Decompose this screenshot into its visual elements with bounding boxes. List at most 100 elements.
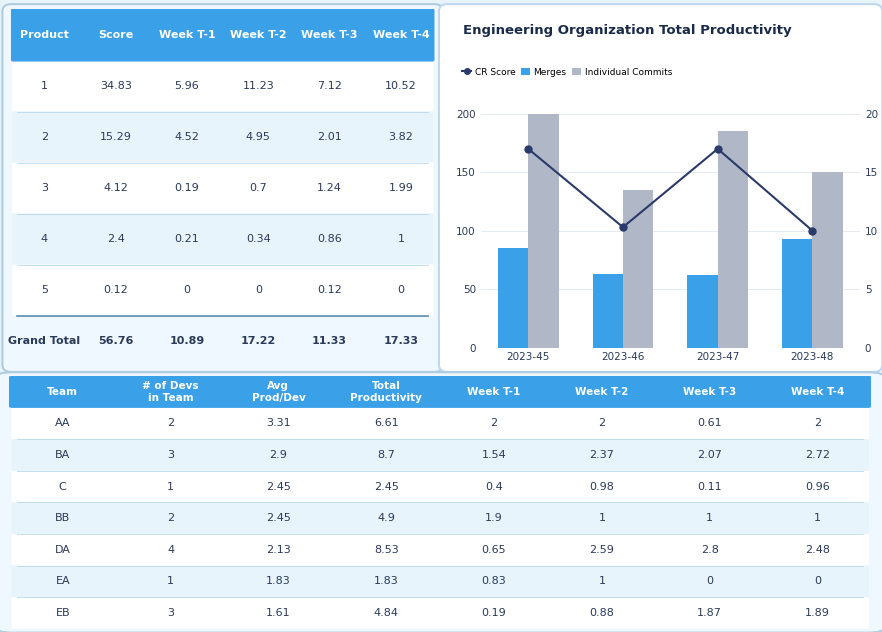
Text: 2: 2 (41, 132, 48, 142)
Text: 5.96: 5.96 (175, 81, 199, 91)
Text: 2.45: 2.45 (266, 482, 291, 492)
Text: 1: 1 (167, 482, 174, 492)
Text: 0.98: 0.98 (589, 482, 614, 492)
Text: 0.65: 0.65 (482, 545, 506, 555)
Text: EB: EB (56, 608, 70, 618)
Text: 4.95: 4.95 (246, 132, 271, 142)
FancyBboxPatch shape (12, 162, 433, 214)
Text: 0: 0 (183, 285, 191, 295)
Text: # of Devs
in Team: # of Devs in Team (142, 381, 198, 403)
Text: 3: 3 (41, 183, 48, 193)
Text: 34.83: 34.83 (100, 81, 131, 91)
Text: 0.7: 0.7 (250, 183, 267, 193)
Text: Avg
Prod/Dev: Avg Prod/Dev (251, 381, 305, 403)
Text: Team: Team (48, 387, 78, 397)
Text: 4.52: 4.52 (175, 132, 199, 142)
Text: 0.86: 0.86 (318, 234, 342, 244)
Text: 0.19: 0.19 (482, 608, 506, 618)
Text: 8.53: 8.53 (374, 545, 399, 555)
Text: C: C (59, 482, 67, 492)
Text: 1.83: 1.83 (374, 576, 399, 586)
Text: 2.01: 2.01 (318, 132, 342, 142)
Text: 4: 4 (167, 545, 174, 555)
Text: 0: 0 (706, 576, 714, 586)
Bar (687, 275, 718, 348)
Text: Week T-4: Week T-4 (372, 30, 430, 40)
Text: 1.24: 1.24 (318, 183, 342, 193)
Text: 0.21: 0.21 (175, 234, 199, 244)
Text: 1.54: 1.54 (482, 450, 506, 460)
Text: 6.61: 6.61 (374, 418, 399, 428)
Text: 1: 1 (814, 513, 821, 523)
Text: 2: 2 (598, 418, 605, 428)
Text: 11.23: 11.23 (243, 81, 274, 91)
Text: 11.33: 11.33 (312, 336, 348, 346)
FancyBboxPatch shape (11, 566, 869, 597)
Text: 2: 2 (814, 418, 821, 428)
FancyBboxPatch shape (12, 265, 433, 315)
FancyBboxPatch shape (11, 597, 869, 629)
Text: 5: 5 (41, 285, 48, 295)
Text: 4: 4 (41, 234, 48, 244)
Text: 0.96: 0.96 (805, 482, 830, 492)
Text: 1: 1 (398, 234, 405, 244)
Text: Week T-3: Week T-3 (302, 30, 358, 40)
Text: AA: AA (55, 418, 71, 428)
Text: 0.83: 0.83 (482, 576, 506, 586)
Text: 0.61: 0.61 (698, 418, 722, 428)
Text: 2: 2 (167, 418, 174, 428)
Text: 2.45: 2.45 (266, 513, 291, 523)
FancyBboxPatch shape (11, 439, 869, 471)
FancyBboxPatch shape (0, 372, 882, 632)
Text: 1.9: 1.9 (485, 513, 503, 523)
Text: 2.48: 2.48 (805, 545, 830, 555)
Text: 4.9: 4.9 (377, 513, 395, 523)
Bar (812, 173, 842, 348)
Legend: CR Score, Merges, Individual Commits: CR Score, Merges, Individual Commits (459, 64, 676, 80)
Text: 10.52: 10.52 (385, 81, 417, 91)
Text: 56.76: 56.76 (98, 336, 133, 346)
Bar (623, 190, 654, 348)
Text: 1.89: 1.89 (805, 608, 830, 618)
FancyBboxPatch shape (11, 471, 869, 502)
Text: 0: 0 (255, 285, 262, 295)
FancyBboxPatch shape (12, 214, 433, 265)
Text: 7.12: 7.12 (318, 81, 342, 91)
Text: 0: 0 (398, 285, 405, 295)
Text: 0.12: 0.12 (318, 285, 342, 295)
Text: 4.84: 4.84 (374, 608, 399, 618)
Text: 1.99: 1.99 (388, 183, 414, 193)
Text: 3: 3 (167, 608, 174, 618)
Text: 8.7: 8.7 (377, 450, 395, 460)
Bar (528, 114, 558, 348)
Text: 1.83: 1.83 (266, 576, 291, 586)
FancyBboxPatch shape (11, 408, 869, 439)
Text: EA: EA (56, 576, 70, 586)
Text: 1.61: 1.61 (266, 608, 291, 618)
Text: Grand Total: Grand Total (9, 336, 80, 346)
Text: Total
Productivity: Total Productivity (350, 381, 422, 403)
Text: 2.07: 2.07 (698, 450, 722, 460)
Text: 1: 1 (706, 513, 714, 523)
Text: 1.87: 1.87 (698, 608, 722, 618)
Text: 0.4: 0.4 (485, 482, 503, 492)
FancyBboxPatch shape (11, 534, 869, 566)
Text: Week T-3: Week T-3 (683, 387, 736, 397)
Text: 3: 3 (167, 450, 174, 460)
Text: 0: 0 (814, 576, 821, 586)
Text: 2.13: 2.13 (266, 545, 291, 555)
FancyBboxPatch shape (11, 8, 435, 61)
Text: 2.37: 2.37 (589, 450, 614, 460)
Text: Week T-2: Week T-2 (230, 30, 287, 40)
Text: 2: 2 (167, 513, 174, 523)
FancyBboxPatch shape (9, 376, 871, 408)
Text: 2.9: 2.9 (269, 450, 288, 460)
Text: 2.72: 2.72 (805, 450, 830, 460)
FancyBboxPatch shape (12, 111, 433, 162)
Text: 2.45: 2.45 (374, 482, 399, 492)
Text: 1: 1 (598, 513, 605, 523)
Text: 2.4: 2.4 (107, 234, 124, 244)
Bar (498, 248, 528, 348)
Text: BA: BA (55, 450, 71, 460)
Text: 17.22: 17.22 (241, 336, 276, 346)
